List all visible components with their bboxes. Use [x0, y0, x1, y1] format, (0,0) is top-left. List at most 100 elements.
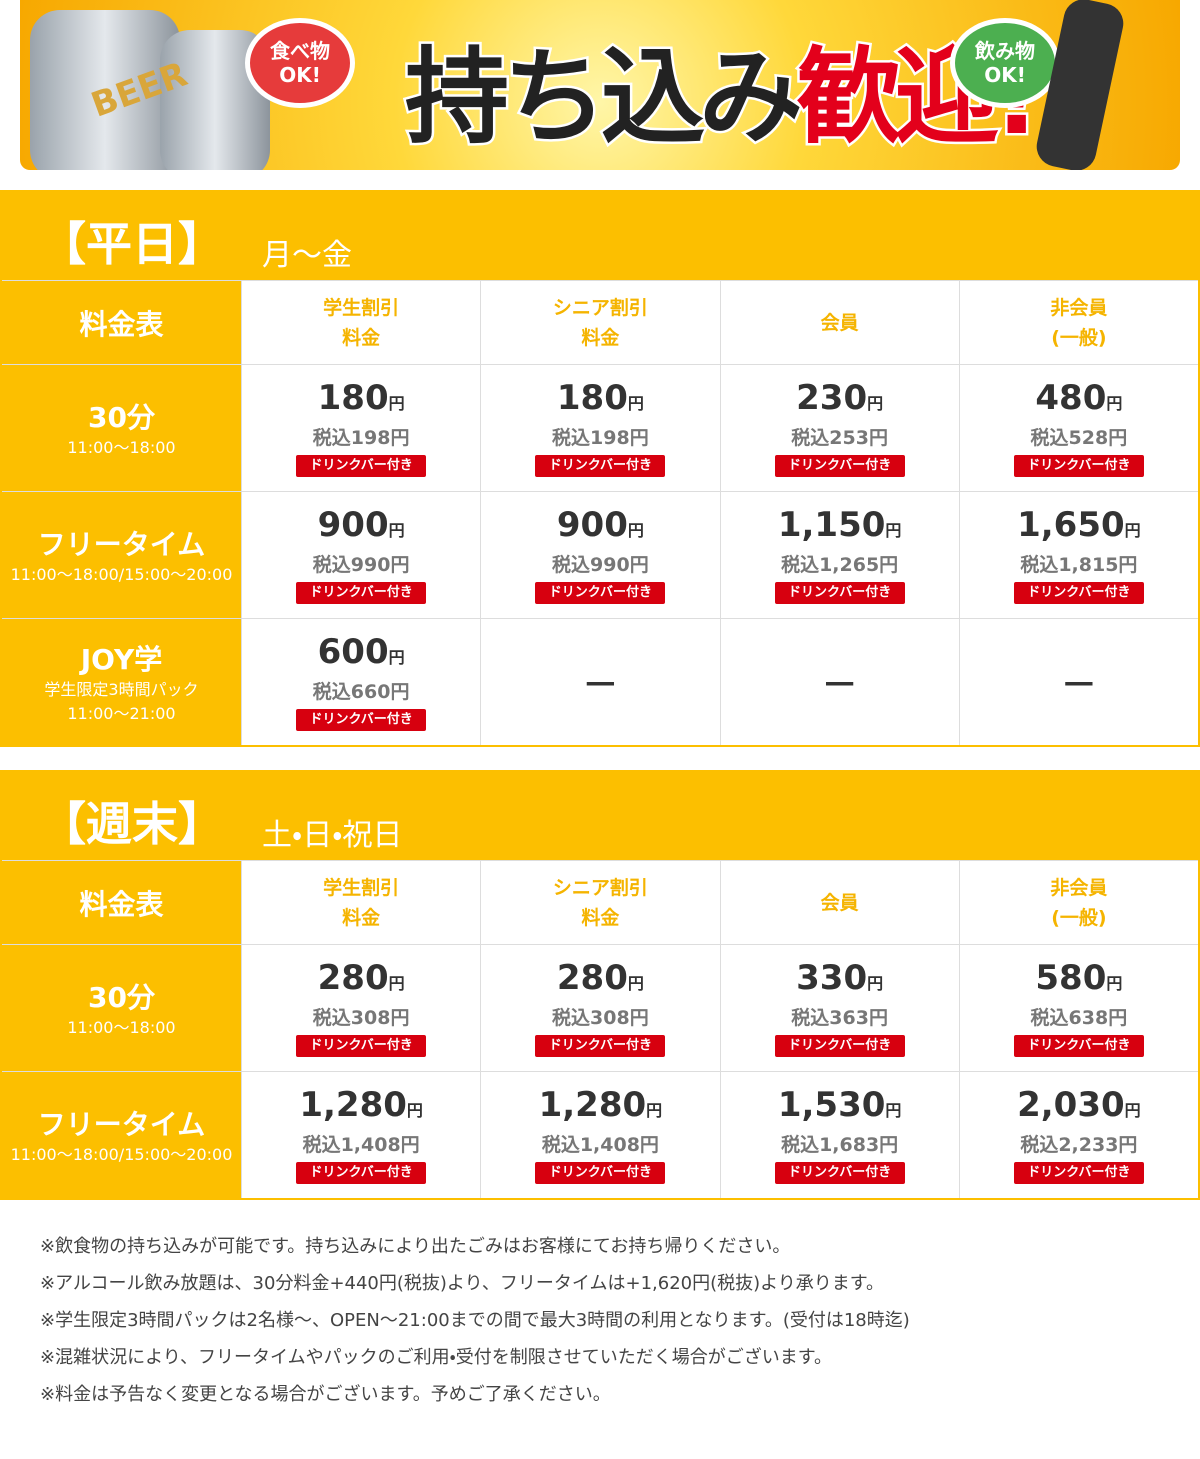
tax-price: 税込1,265円 [781, 554, 899, 576]
header-text: 会員 [820, 311, 859, 334]
header-cell: 料金表 [2, 861, 241, 944]
price-row: フリータイム 11:00〜18:00/15:00〜20:00 1,280円 税込1,4… [2, 1072, 1198, 1198]
section-header: 【週末】 土・日・祝日 [0, 770, 1200, 860]
plan-time: 11:00〜18:00 [67, 438, 176, 457]
price: 480円 [1035, 379, 1122, 423]
price-cell: 2,030円 税込2,233円 ドリンクバー付き [959, 1072, 1198, 1198]
section-label: 【平日】 [40, 217, 224, 271]
tax-price: 税込1,408円 [541, 1134, 659, 1156]
header-cell: 学生割引 料金 [242, 861, 481, 944]
no-price: － [821, 665, 858, 706]
plan-name: 30分 [88, 401, 155, 434]
price-unit: 円 [1124, 521, 1141, 540]
tax-price: 税込990円 [312, 554, 410, 576]
price-cell: 900円 税込990円 ドリンクバー付き [481, 492, 720, 618]
bubble-text: 食べ物 [270, 39, 330, 63]
header-text: (一般) [1051, 326, 1107, 349]
tax-price: 税込198円 [552, 427, 649, 449]
price-value: 230 [796, 378, 868, 418]
row-label: フリータイム 11:00〜18:00/15:00〜20:00 [2, 1072, 241, 1198]
plan-name: フリータイム [37, 528, 206, 561]
drink-bar-badge: ドリンクバー付き [535, 1035, 666, 1057]
tax-price: 税込363円 [791, 1007, 888, 1029]
price-unit: 円 [867, 974, 884, 993]
price-unit: 円 [627, 521, 644, 540]
note: ※料金は予告なく変更となる場合がございます。予めご了承ください。 [40, 1384, 611, 1405]
drink-bar-badge: ドリンクバー付き [296, 1162, 427, 1184]
price: 2,030円 [1017, 1086, 1141, 1130]
price: 180円 [557, 379, 644, 423]
header-cell: シニア割引 料金 [481, 281, 720, 364]
price-value: 1,280 [538, 1085, 647, 1125]
price-cell: 1,280円 税込1,408円 ドリンクバー付き [481, 1072, 720, 1198]
price-row: 30分 11:00〜18:00 180円税込198円ドリンクバー付き 180円税込19… [2, 365, 1198, 491]
header-text: 非会員 [1050, 876, 1108, 899]
price-unit: 円 [1124, 1101, 1141, 1120]
tax-price: 税込253円 [791, 427, 888, 449]
food-bubble: 食べ物 OK! [245, 18, 355, 108]
tax-price: 税込1,408円 [302, 1134, 420, 1156]
can-image [30, 10, 180, 170]
price-value: 600 [317, 632, 389, 672]
tax-price: 税込308円 [552, 1007, 649, 1029]
plan-name: 30分 [88, 981, 155, 1014]
header-text: 学生割引 [323, 296, 400, 319]
header-cell: 会員 [720, 281, 959, 364]
price-table: 料金表 学生割引 料金 シニア割引 料金 会員 非会員 (一般) 30分 11:00〜18:00 2… [0, 860, 1200, 1200]
header-text: 非会員 [1050, 296, 1108, 319]
price: 1,650円 [1017, 506, 1141, 550]
notes: ※飲食物の持ち込みが可能です。持ち込みにより出たごみはお客様にてお持ち帰りくださ… [40, 1232, 910, 1417]
title-text: 持ち込み [402, 34, 805, 161]
header-text: 料金 [581, 326, 620, 349]
price-unit: 円 [1106, 974, 1123, 993]
price-cell: － [959, 619, 1198, 745]
price-cell: 1,650円 税込1,815円 ドリンクバー付き [959, 492, 1198, 618]
price-value: 330 [796, 958, 868, 998]
plan-time: 11:00〜18:00/15:00〜20:00 [10, 565, 233, 584]
section-days: 土・日・祝日 [262, 818, 403, 853]
price-cell: 180円 税込198円 ドリンクバー付き [481, 365, 720, 491]
price: 180円 [318, 379, 405, 423]
note: ※アルコール飲み放題は、30分料金+440円(税抜)より、フリータイムは+1,6… [40, 1273, 884, 1294]
header-row: 料金表 学生割引 料金 シニア割引 料金 会員 非会員 (一般) [2, 281, 1198, 364]
banner: BEER 食べ物 OK! 持ち込み歓迎! 飲み物 OK! [20, 0, 1180, 170]
price-unit: 円 [388, 648, 405, 667]
tax-price: 税込1,683円 [781, 1134, 899, 1156]
header-text: 料金 [342, 906, 381, 929]
price-value: 1,530 [777, 1085, 886, 1125]
plan-time: 学生限定3時間パック [44, 680, 199, 699]
header-text: 料金表 [79, 307, 164, 341]
header-text: 会員 [820, 891, 859, 914]
header-cell: 料金表 [2, 281, 241, 364]
plan-time: 11:00〜21:00 [67, 704, 176, 723]
price-cell: 1,530円税込1,683円 ドリンクバー付き [720, 1072, 959, 1198]
price: 900円 [318, 506, 405, 550]
plan-name: JOY学 [80, 643, 163, 676]
no-price: － [582, 665, 619, 706]
price-section: 【平日】 月〜金 料金表 学生割引 料金 シニア割引 料金 会員 非会員 (一般) 30分 11:00… [0, 190, 1200, 747]
drink-bar-badge: ドリンクバー付き [296, 1035, 427, 1057]
tax-price: 税込1,815円 [1020, 554, 1138, 576]
price-cell: 330円税込363円 ドリンクバー付き [720, 945, 959, 1071]
header-row: 料金表 学生割引 料金 シニア割引 料金 会員 非会員 (一般) [2, 861, 1198, 944]
price: 330円 [796, 959, 883, 1003]
header-cell: 非会員 (一般) [959, 281, 1198, 364]
price-cell: 480円 税込528円 ドリンクバー付き [959, 365, 1198, 491]
price: 1,280円 [299, 1086, 423, 1130]
plan-time: 11:00〜18:00 [67, 1018, 176, 1037]
drink-bar-badge: ドリンクバー付き [535, 582, 666, 604]
no-price: － [1060, 665, 1097, 706]
drink-bar-badge: ドリンクバー付き [774, 455, 905, 477]
header-text: 料金 [342, 326, 381, 349]
price: 280円 [557, 959, 644, 1003]
drink-bar-badge: ドリンクバー付き [1013, 1035, 1144, 1057]
header-text: (一般) [1051, 906, 1107, 929]
drink-bar-badge: ドリンクバー付き [774, 1162, 905, 1184]
drink-bar-badge: ドリンクバー付き [774, 1035, 905, 1057]
price-unit: 円 [885, 1101, 902, 1120]
price-row: フリータイム 11:00〜18:00/15:00〜20:00 900円税込990円ド… [2, 492, 1198, 618]
tax-price: 税込198円 [312, 427, 410, 449]
price: 1,150円 [778, 506, 902, 550]
price-cell: － [481, 619, 720, 745]
